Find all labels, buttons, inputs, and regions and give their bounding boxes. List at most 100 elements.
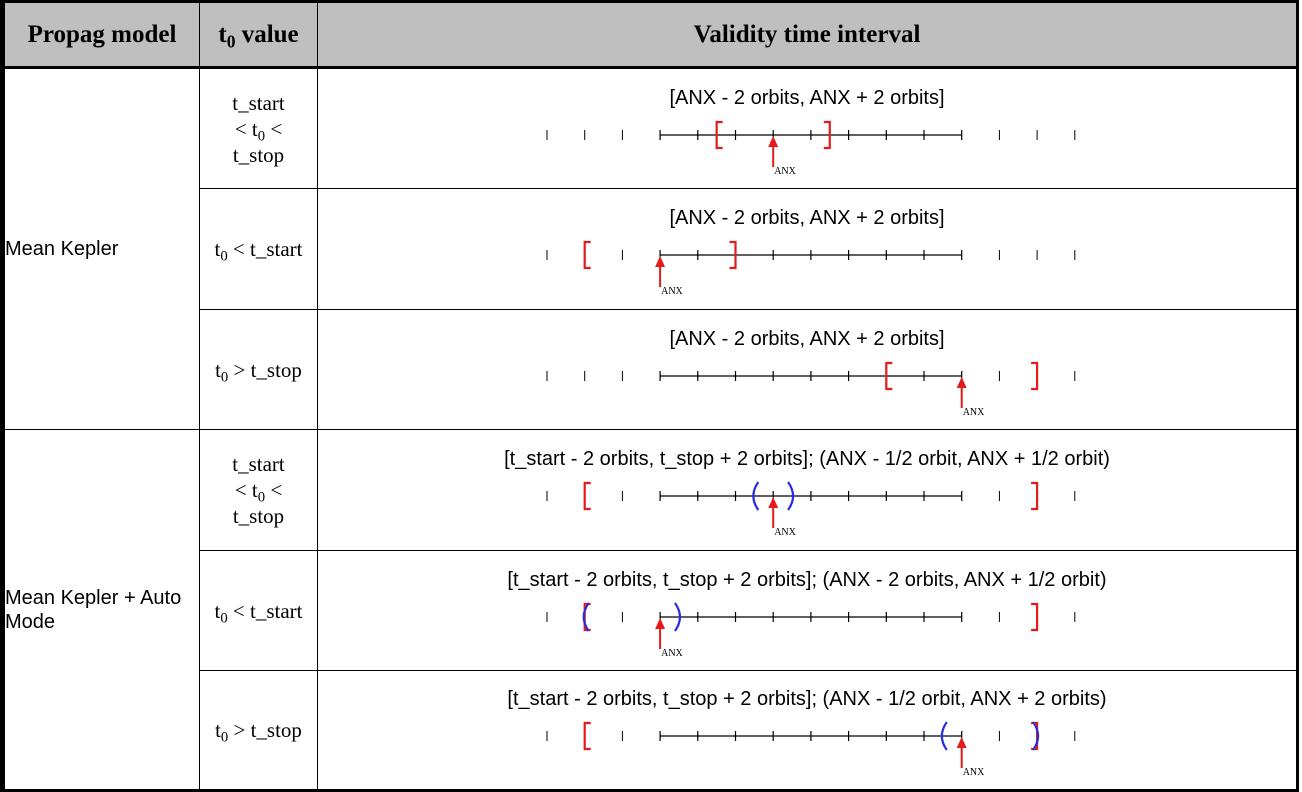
square-bracket-mark (583, 481, 591, 511)
condition-text: > t_stop (228, 718, 302, 742)
condition-line: t_stop (201, 503, 317, 529)
square-bracket-mark (583, 721, 591, 751)
header-t0-main: t (218, 20, 227, 48)
square-bracket-mark (885, 361, 893, 390)
table-row: Mean Kepler t_start < t0 < t_stop [ANX - 2 o… (2, 67, 1298, 430)
header-t0-value: t0 value (199, 1, 318, 69)
condition-subscript: 0 (220, 368, 229, 385)
propag-model-cell: Mean Kepler (2, 67, 200, 430)
condition-line: < t0 < (201, 477, 317, 506)
round-bracket-mark (582, 601, 590, 632)
condition-text: < (265, 116, 283, 141)
anx-label: ANX (661, 648, 683, 657)
condition-subscript: 0 (257, 489, 266, 506)
validity-interval-cell: [t_start - 2 orbits, t_stop + 2 orbits];… (317, 429, 1298, 551)
header-t0-sub: 0 (226, 30, 236, 51)
validity-interval-cell: [ANX - 2 orbits, ANX + 2 orbits] ANX (317, 309, 1298, 430)
interval-formula: [t_start - 2 orbits, t_stop + 2 orbits];… (507, 688, 1107, 710)
t0-condition-cell: t0 < t_start (199, 188, 318, 310)
validity-interval-cell: [t_start - 2 orbits, t_stop + 2 orbits];… (317, 670, 1298, 791)
condition-text: t (214, 237, 221, 261)
condition-text: < (265, 478, 283, 502)
anx-arrow-head (655, 256, 666, 267)
interval-formula: [ANX - 2 orbits, ANX + 2 orbits] (669, 207, 945, 229)
condition-text: < t (234, 478, 258, 502)
condition-text: t_start (232, 90, 285, 115)
square-bracket-mark (729, 240, 737, 270)
interval-formula: [ANX - 2 orbits, ANX + 2 orbits] (669, 86, 945, 109)
table-row: Mean Kepler + Auto Mode t_start < t0 < t_st… (2, 429, 1298, 791)
header-propag-model: Propag model (2, 1, 200, 69)
condition-subscript: 0 (220, 248, 228, 265)
timeline-diagram: ANX (546, 240, 1076, 295)
condition-subscript: 0 (220, 609, 228, 626)
anx-label: ANX (774, 527, 796, 536)
interval-formula: [t_start - 2 orbits, t_stop + 2 orbits];… (507, 568, 1107, 591)
table-row: t0 > t_stop [ANX - 2 orbits, ANX + 2 orbi… (3, 309, 1298, 430)
anx-arrow-head (956, 376, 967, 388)
t0-condition-cell: t0 > t_stop (199, 309, 318, 430)
propag-model-cell: Mean Kepler + Auto Mode (2, 429, 200, 791)
anx-arrow-head (655, 617, 666, 629)
square-bracket-mark (715, 120, 723, 149)
t0-condition-cell: t0 < t_start (199, 550, 318, 671)
t0-condition-cell: t0 > t_stop (199, 670, 318, 791)
condition-text: t_stop (232, 142, 285, 167)
table-body: Mean Kepler t_start < t0 < t_stop [ANX - 2 o… (2, 67, 1298, 791)
round-bracket-mark (674, 601, 682, 632)
anx-label: ANX (661, 286, 683, 295)
header-validity-interval: Validity time interval (317, 1, 1298, 69)
timeline-diagram: ANX (546, 601, 1076, 657)
condition-text: t (214, 598, 221, 623)
anx-label: ANX (774, 166, 796, 175)
condition-text: t_stop (232, 504, 285, 528)
condition-line: t0 < t_start (201, 598, 317, 626)
t0-condition-cell: t_start < t0 < t_stop (199, 429, 318, 551)
condition-line: t0 > t_stop (201, 717, 317, 745)
condition-line: < t0 < (201, 116, 317, 144)
square-bracket-mark (1031, 481, 1039, 511)
table-row: t0 < t_start [t_start - 2 orbits, t_stop … (3, 550, 1298, 671)
timeline-diagram: ANX (546, 361, 1076, 416)
condition-line: t_stop (201, 142, 317, 168)
table-row: t0 > t_stop [t_start - 2 orbits, t_stop +… (3, 670, 1298, 791)
square-bracket-mark (823, 120, 831, 149)
condition-subscript: 0 (257, 127, 266, 144)
anx-arrow-head (768, 135, 779, 147)
interval-formula: [ANX - 2 orbits, ANX + 2 orbits] (669, 327, 945, 350)
condition-line: t0 > t_stop (201, 357, 317, 385)
validity-interval-cell: [ANX - 2 orbits, ANX + 2 orbits] ANX (317, 188, 1298, 310)
anx-label: ANX (963, 767, 985, 776)
condition-text: < t (234, 116, 258, 141)
timeline-diagram: ANX (546, 721, 1076, 776)
header-t0-rest: value (235, 20, 299, 48)
interval-formula: [t_start - 2 orbits, t_stop + 2 orbits];… (504, 448, 1110, 470)
validity-interval-cell: [t_start - 2 orbits, t_stop + 2 orbits];… (317, 550, 1298, 671)
square-bracket-mark (583, 240, 591, 270)
table-header-row: Propag model t0 value Validity time inte… (2, 1, 1298, 69)
table-row: t0 < t_start [ANX - 2 orbits, ANX + 2 orb… (3, 188, 1298, 310)
anx-label: ANX (963, 407, 985, 416)
condition-line: t_start (201, 451, 317, 477)
square-bracket-mark (1031, 361, 1039, 390)
round-bracket-mark (1032, 721, 1040, 751)
condition-text: < t_start (227, 237, 303, 261)
condition-text: < t_start (227, 598, 303, 623)
timeline-diagram: ANX (546, 120, 1076, 175)
condition-text: t (215, 718, 221, 742)
round-bracket-mark (940, 721, 948, 751)
condition-text: t_start (232, 452, 285, 476)
validity-interval-cell: [ANX - 2 orbits, ANX + 2 orbits] ANX (317, 67, 1298, 189)
round-bracket-mark (787, 481, 795, 511)
round-bracket-mark (752, 481, 760, 511)
timeline-diagram: ANX (546, 481, 1076, 536)
anx-arrow-head (768, 497, 779, 508)
condition-text: > t_stop (228, 357, 302, 382)
condition-line: t_start (201, 90, 317, 116)
t0-condition-cell: t_start < t0 < t_stop (199, 67, 318, 189)
square-bracket-mark (1031, 602, 1039, 631)
condition-text: t (215, 357, 221, 382)
anx-arrow-head (956, 737, 967, 748)
condition-line: t0 < t_start (201, 236, 317, 265)
